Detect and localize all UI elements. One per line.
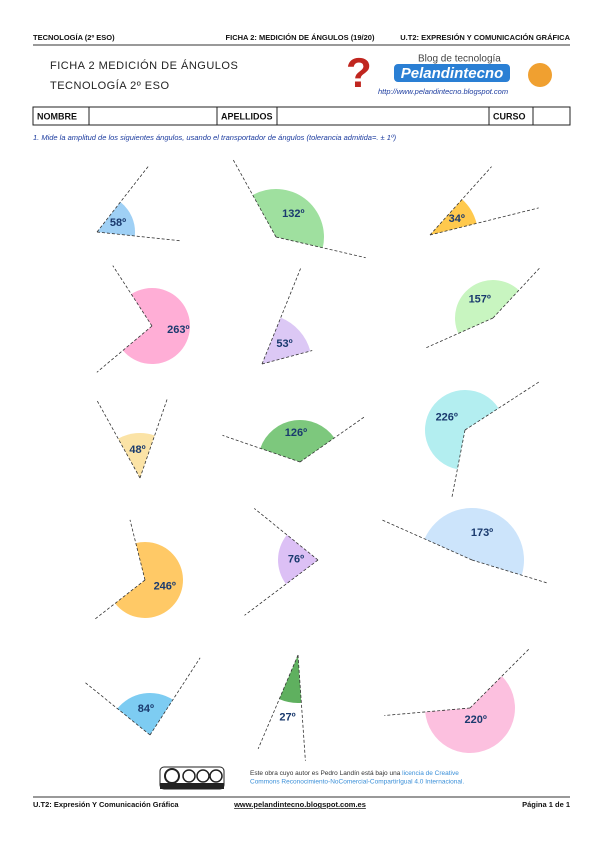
angle-label: 126º	[285, 427, 307, 439]
logo-figure	[528, 63, 552, 87]
angle-ray	[424, 317, 494, 349]
angle-label: 173º	[471, 527, 493, 539]
logo-tagline: Blog de tecnología	[418, 54, 501, 65]
footer-right: Página 1 de 1	[522, 800, 570, 809]
angle-ray	[149, 657, 201, 736]
header-center: FICHA 2: MEDICIÓN DE ÁNGULOS (19/20)	[226, 33, 375, 42]
license: Este obra cuyo autor es Pedro Landín est…	[159, 766, 464, 790]
angle-sector	[260, 420, 335, 462]
angle-ray	[429, 166, 492, 236]
angle-ray	[129, 519, 146, 581]
title-line: TECNOLOGÍA 2º ESO	[50, 79, 170, 92]
angle-ray	[275, 236, 366, 259]
title-line: FICHA 2 MEDICIÓN DE ÁNGULOS	[50, 59, 238, 72]
angle-label: 48º	[129, 444, 145, 456]
angle-sector	[424, 508, 524, 576]
logo-icon: ?	[346, 49, 372, 96]
logo-badge	[394, 64, 510, 82]
angle-ray	[384, 707, 471, 716]
header-left: TECNOLOGÍA (2º ESO)	[33, 33, 115, 42]
angle-sector	[97, 202, 136, 236]
angle-label: 34º	[449, 213, 465, 225]
angle-ray	[451, 429, 466, 499]
cc-icon	[196, 769, 210, 783]
angle-ray	[471, 559, 549, 584]
logo-name: Pelandintecno	[401, 65, 504, 82]
angle-ray	[382, 519, 473, 561]
angle-ray	[261, 266, 302, 365]
cc-strip	[160, 783, 224, 789]
footer-left: U.T2: Expresión Y Comunicación Gráfica	[33, 800, 179, 809]
license-text: Este obra cuyo autor es Pedro Landín est…	[250, 770, 401, 777]
angle-ray	[297, 654, 306, 761]
angle-label: 27º	[279, 711, 295, 723]
angle-ray	[83, 681, 151, 736]
angle-sector	[279, 655, 302, 703]
angle-label: 157º	[469, 293, 491, 305]
angle-ray	[244, 559, 319, 616]
angle-sector	[118, 433, 155, 478]
license-link[interactable]: Commons Reconocimiento-NoComercial-Compa…	[250, 779, 464, 786]
angle-label: 53º	[276, 338, 292, 350]
angle-label: 84º	[138, 703, 154, 715]
instruction: 1. Mide la amplitud de los siguientes án…	[33, 133, 397, 142]
table-border	[32, 106, 571, 126]
table-cell: NOMBRE	[37, 111, 77, 121]
angle-sector	[115, 542, 183, 618]
angle-label: 226º	[436, 412, 458, 424]
angle-ray	[96, 164, 150, 233]
angle-label: 246º	[154, 581, 176, 593]
angle-ray	[429, 207, 539, 236]
license-link[interactable]: licencia de Creative	[402, 770, 459, 777]
angle-label: 263º	[167, 324, 189, 336]
header-right: U.T2: EXPRESIÓN Y COMUNICACIÓN GRÁFICA	[400, 33, 570, 42]
angle-ray	[261, 350, 313, 365]
angle-label: 132º	[282, 208, 304, 220]
table-cell: CURSO	[493, 111, 526, 121]
table-cell: APELLIDOS	[221, 111, 273, 121]
angle-ray	[96, 325, 153, 373]
angle-ray	[257, 654, 299, 750]
angle-sector	[252, 189, 325, 248]
angle-sector	[262, 317, 311, 364]
angle-label: 220º	[465, 714, 487, 726]
angle-sector	[425, 390, 499, 470]
angle-sector	[455, 279, 519, 334]
angle-ray	[469, 647, 531, 709]
angle-figures: 58º 132º 34º 263º 53º 157º 48º 126º 226º 246º 76º 1…	[83, 159, 549, 761]
cc-icon	[182, 769, 196, 783]
angle-label: 58º	[110, 217, 126, 229]
angle-sector	[425, 676, 515, 753]
angle-ray	[93, 579, 146, 621]
name-table: NOMBRE APELLIDOS CURSO	[32, 106, 571, 126]
angle-ray	[299, 416, 365, 463]
angle-ray	[96, 399, 141, 479]
logo: ? Blog de tecnología Pelandintecno http:…	[346, 49, 552, 96]
angle-ray	[222, 434, 301, 463]
angle-label: 76º	[288, 554, 304, 566]
logo-url: http://www.pelandintecno.blogspot.com	[378, 87, 508, 96]
angle-sector	[278, 534, 318, 585]
angle-ray	[139, 397, 169, 479]
footer-link[interactable]: www.pelandintecno.blogspot.com.es	[233, 800, 366, 809]
angle-ray	[492, 266, 542, 319]
angle-ray	[254, 508, 319, 561]
license-text: Este obra cuyo autor es Pedro Landín est…	[250, 770, 459, 777]
angle-sector	[117, 693, 173, 735]
angle-ray	[96, 231, 182, 242]
angle-ray	[112, 265, 153, 327]
cc-icon	[209, 769, 223, 783]
